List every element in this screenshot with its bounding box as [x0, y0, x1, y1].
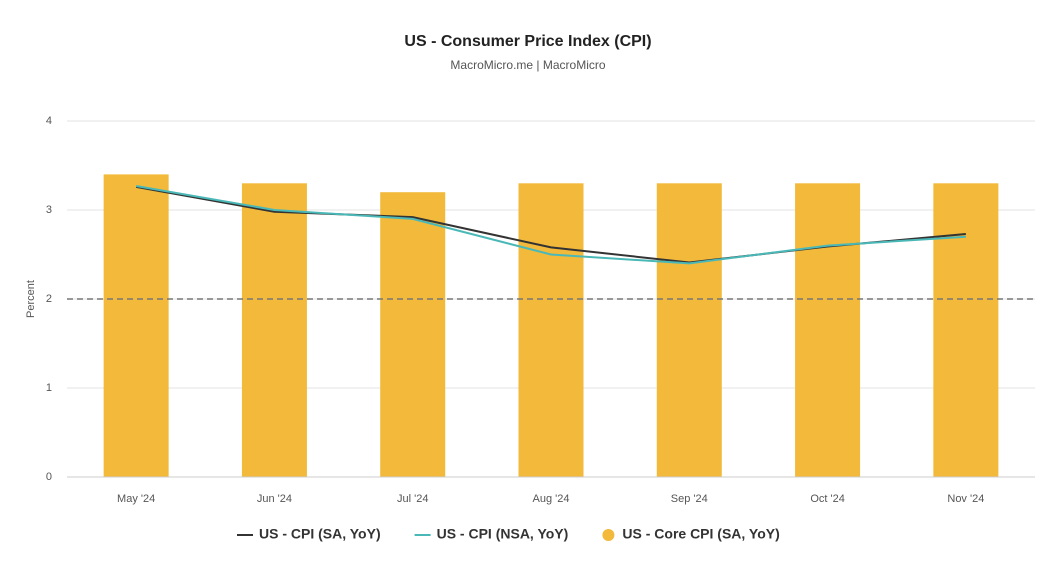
y-axis-label: Percent	[25, 280, 37, 318]
bar	[518, 183, 584, 478]
chart-title: US - Consumer Price Index (CPI)	[404, 33, 651, 50]
legend-label: US - Core CPI (SA, YoY)	[622, 526, 779, 542]
x-tick-label: Sep '24	[671, 493, 708, 505]
chart-subtitle: MacroMicro.me | MacroMicro	[450, 58, 605, 72]
bar	[656, 183, 722, 478]
y-tick-label: 4	[46, 115, 52, 127]
bar	[380, 192, 446, 477]
x-tick-label: Nov '24	[947, 493, 984, 505]
x-tick-label: Jun '24	[257, 493, 292, 505]
bar	[795, 183, 861, 478]
y-tick-label: 3	[46, 204, 52, 216]
bar	[241, 183, 307, 478]
legend-label: US - CPI (SA, YoY)	[259, 526, 381, 542]
x-tick-label: Aug '24	[533, 493, 570, 505]
legend-swatch	[602, 529, 615, 541]
line	[135, 184, 966, 265]
x-tick-label: Oct '24	[810, 493, 845, 505]
x-tick-label: May '24	[117, 493, 155, 505]
y-tick-label: 1	[46, 382, 52, 394]
x-tick-label: Jul '24	[397, 493, 428, 505]
legend-label: US - CPI (NSA, YoY)	[437, 526, 569, 542]
y-tick-label: 0	[46, 471, 52, 483]
bar	[933, 183, 999, 478]
bar	[103, 174, 169, 477]
y-tick-label: 2	[46, 293, 52, 305]
